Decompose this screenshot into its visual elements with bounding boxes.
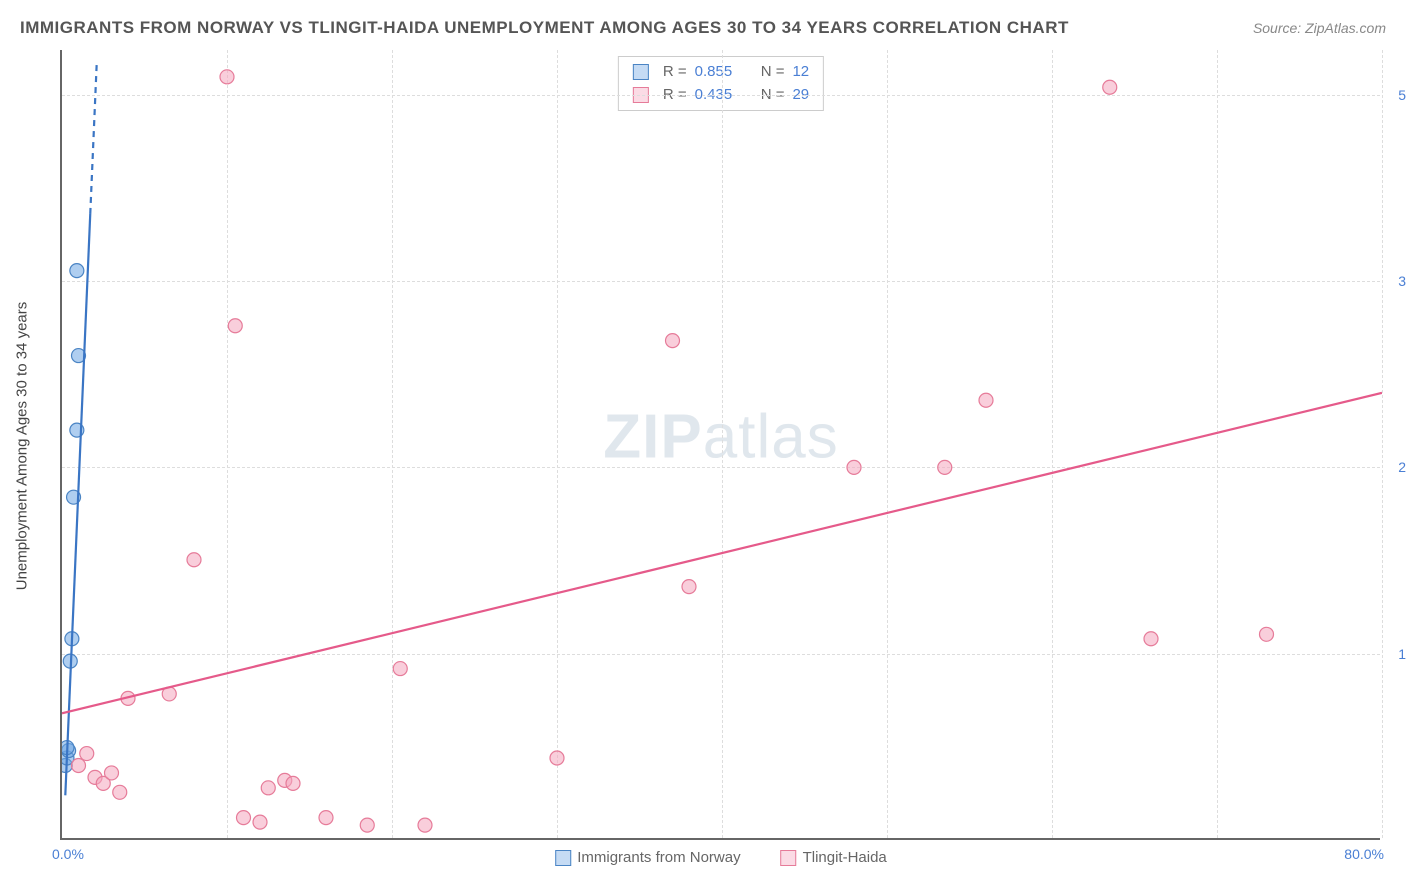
data-point bbox=[253, 815, 267, 829]
data-point bbox=[418, 818, 432, 832]
data-point bbox=[62, 741, 74, 755]
watermark: ZIPatlas bbox=[603, 401, 838, 472]
data-point bbox=[96, 776, 110, 790]
data-point bbox=[228, 319, 242, 333]
legend-label: Immigrants from Norway bbox=[577, 849, 740, 866]
y-tick-label: 50.0% bbox=[1383, 87, 1406, 103]
data-point bbox=[113, 785, 127, 799]
data-point bbox=[62, 744, 76, 758]
data-point bbox=[286, 776, 300, 790]
legend-item: Immigrants from Norway bbox=[555, 849, 740, 866]
data-point bbox=[666, 334, 680, 348]
data-point bbox=[187, 553, 201, 567]
data-point bbox=[278, 773, 292, 787]
data-point bbox=[1103, 80, 1117, 94]
grid-line-v bbox=[1052, 50, 1053, 838]
data-point bbox=[1144, 632, 1158, 646]
legend-stat-row: R = 0.855 N = 12 bbox=[633, 61, 809, 84]
y-tick-label: 37.5% bbox=[1383, 273, 1406, 289]
data-point bbox=[62, 751, 74, 765]
data-point bbox=[682, 580, 696, 594]
x-tick-max: 80.0% bbox=[1344, 846, 1384, 862]
data-point bbox=[80, 747, 94, 761]
n-value: 12 bbox=[792, 61, 809, 84]
data-point bbox=[393, 662, 407, 676]
grid-line-h bbox=[62, 281, 1380, 282]
data-point bbox=[237, 811, 251, 825]
r-label: R = bbox=[663, 61, 687, 84]
data-point bbox=[319, 811, 333, 825]
y-tick-label: 25.0% bbox=[1383, 459, 1406, 475]
grid-line-v bbox=[1382, 50, 1383, 838]
grid-line-v bbox=[1217, 50, 1218, 838]
grid-line-v bbox=[887, 50, 888, 838]
stats-legend: R = 0.855 N = 12R = 0.435 N = 29 bbox=[618, 56, 824, 111]
data-point bbox=[63, 654, 77, 668]
grid-line-v bbox=[227, 50, 228, 838]
legend-label: Tlingit-Haida bbox=[803, 849, 887, 866]
grid-line-h bbox=[62, 654, 1380, 655]
data-point bbox=[88, 770, 102, 784]
data-point bbox=[67, 490, 81, 504]
data-point bbox=[72, 349, 86, 363]
plot-area: ZIPatlas R = 0.855 N = 12R = 0.435 N = 2… bbox=[60, 50, 1380, 840]
trend-line bbox=[65, 214, 90, 795]
data-point bbox=[360, 818, 374, 832]
data-point bbox=[105, 766, 119, 780]
source-label: Source: ZipAtlas.com bbox=[1253, 20, 1386, 36]
data-point bbox=[72, 758, 86, 772]
legend-swatch bbox=[555, 850, 571, 866]
grid-line-v bbox=[557, 50, 558, 838]
data-point bbox=[979, 393, 993, 407]
y-axis-label: Unemployment Among Ages 30 to 34 years bbox=[14, 302, 31, 591]
series-legend: Immigrants from Norway Tlingit-Haida bbox=[555, 849, 887, 866]
data-point bbox=[62, 758, 72, 772]
grid-line-h bbox=[62, 95, 1380, 96]
x-tick-min: 0.0% bbox=[52, 846, 84, 862]
data-point bbox=[162, 687, 176, 701]
data-point bbox=[1260, 627, 1274, 641]
grid-line-v bbox=[722, 50, 723, 838]
grid-line-h bbox=[62, 467, 1380, 468]
data-point bbox=[65, 632, 79, 646]
data-point bbox=[121, 691, 135, 705]
data-point bbox=[261, 781, 275, 795]
y-tick-label: 12.5% bbox=[1383, 646, 1406, 662]
legend-item: Tlingit-Haida bbox=[781, 849, 887, 866]
legend-swatch bbox=[633, 64, 649, 80]
legend-swatch bbox=[781, 850, 797, 866]
r-value: 0.855 bbox=[695, 61, 733, 84]
data-point bbox=[70, 264, 84, 278]
grid-line-v bbox=[392, 50, 393, 838]
n-label: N = bbox=[761, 61, 785, 84]
chart-title: IMMIGRANTS FROM NORWAY VS TLINGIT-HAIDA … bbox=[20, 18, 1069, 38]
trend-line-dashed bbox=[90, 65, 96, 214]
data-point bbox=[70, 423, 84, 437]
